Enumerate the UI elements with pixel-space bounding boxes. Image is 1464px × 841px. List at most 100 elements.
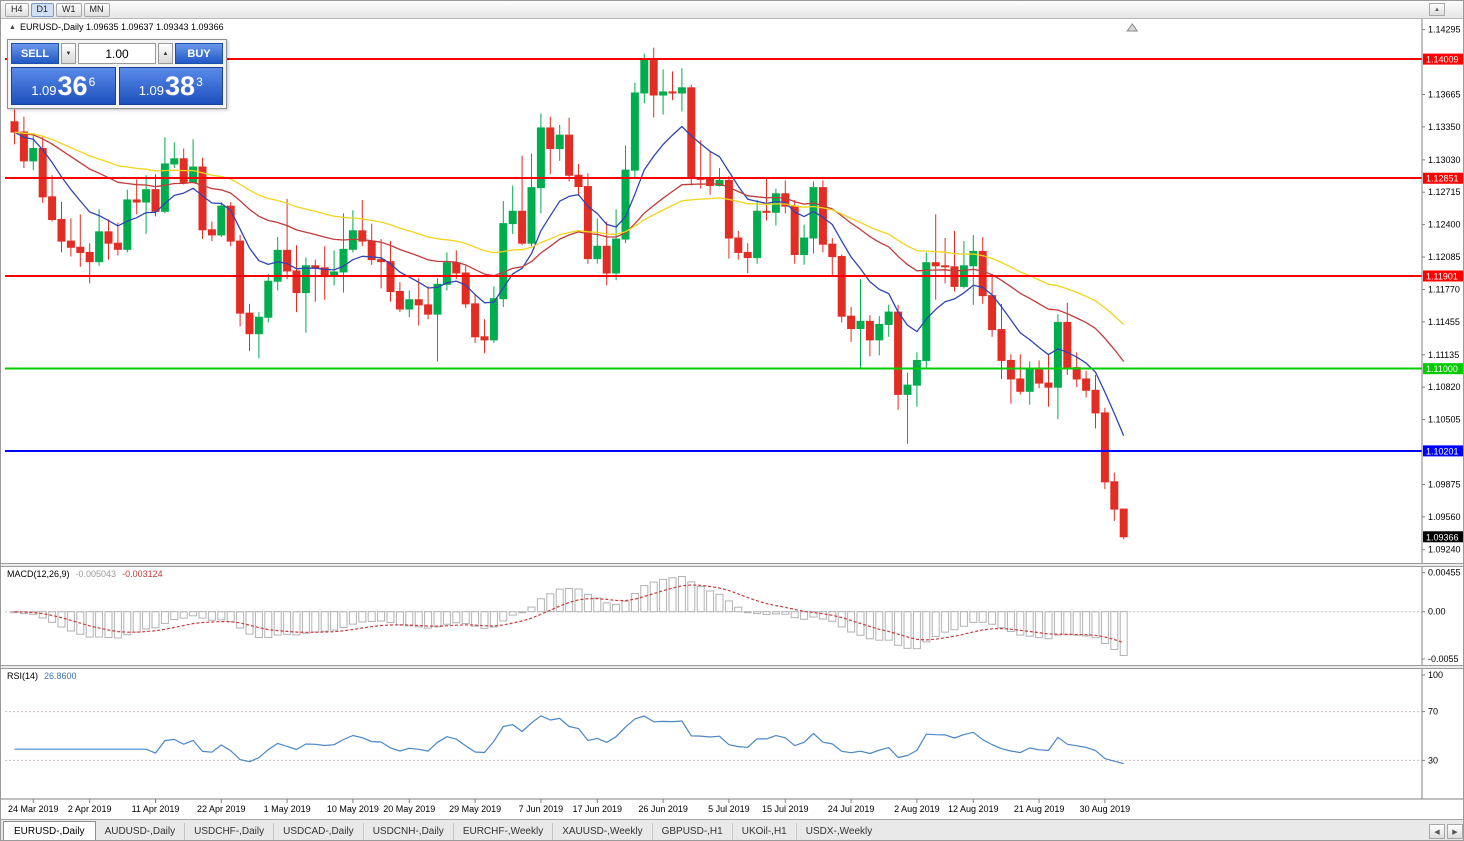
- svg-text:1.10201: 1.10201: [1426, 446, 1459, 456]
- sell-price-pips: 36: [57, 71, 88, 101]
- buy-price-frac: 3: [196, 75, 203, 89]
- sell-price-display[interactable]: 1.09366: [11, 67, 116, 105]
- rsi-value: 26.8600: [44, 671, 77, 681]
- svg-text:29 May 2019: 29 May 2019: [449, 804, 501, 814]
- macd-label: MACD(12,26,9): [7, 569, 70, 579]
- svg-text:1 May 2019: 1 May 2019: [264, 804, 311, 814]
- up-triangle-icon: ▲: [1434, 6, 1440, 13]
- left-arrow-icon: ◀: [1434, 828, 1440, 836]
- svg-text:20 May 2019: 20 May 2019: [383, 804, 435, 814]
- buy-price-pips: 38: [165, 71, 196, 101]
- svg-text:-0.0055: -0.0055: [1428, 654, 1459, 664]
- toolbar-scroll-up-button[interactable]: ▲: [1429, 3, 1445, 16]
- svg-text:1.11770: 1.11770: [1428, 284, 1460, 294]
- svg-text:1.13030: 1.13030: [1428, 155, 1461, 165]
- svg-text:30: 30: [1428, 755, 1438, 765]
- tabs-scroll-right-button[interactable]: ▶: [1447, 824, 1463, 839]
- svg-text:1.09366: 1.09366: [1426, 532, 1459, 542]
- svg-text:30 Aug 2019: 30 Aug 2019: [1080, 804, 1131, 814]
- tab-ukoil-h1[interactable]: UKOil-,H1: [731, 823, 796, 840]
- svg-text:1.11901: 1.11901: [1426, 271, 1458, 281]
- chart-tabs: EURUSD-,Daily AUDUSD-,Daily USDCHF-,Daily U…: [3, 820, 882, 840]
- tab-usdcnh-daily[interactable]: USDCNH-,Daily: [362, 823, 453, 840]
- svg-text:1.13350: 1.13350: [1428, 122, 1461, 132]
- svg-text:1.12085: 1.12085: [1428, 252, 1461, 262]
- right-arrow-icon: ▶: [1452, 828, 1458, 836]
- tab-usdx-weekly[interactable]: USDX-,Weekly: [795, 823, 882, 840]
- volume-decrease-button[interactable]: ▼: [61, 43, 76, 64]
- svg-text:70: 70: [1428, 707, 1438, 717]
- svg-text:1.11135: 1.11135: [1428, 350, 1459, 360]
- svg-text:5 Jul 2019: 5 Jul 2019: [708, 804, 750, 814]
- volume-increase-button[interactable]: ▲: [158, 43, 173, 64]
- svg-text:26 Jun 2019: 26 Jun 2019: [638, 804, 688, 814]
- macd-header: MACD(12,26,9) -0.005043 -0.003124: [7, 569, 163, 579]
- svg-text:17 Jun 2019: 17 Jun 2019: [573, 804, 623, 814]
- svg-text:1.14009: 1.14009: [1426, 55, 1459, 65]
- svg-text:1.09240: 1.09240: [1428, 545, 1461, 555]
- svg-text:1.09560: 1.09560: [1428, 512, 1461, 522]
- buy-button[interactable]: BUY: [175, 43, 223, 64]
- macd-value-main: -0.005043: [75, 569, 117, 579]
- top-toolbar: H4 D1 W1 MN ▲: [1, 1, 1463, 19]
- svg-text:1.12715: 1.12715: [1428, 187, 1461, 197]
- chart-window[interactable]: 1.14295 1.13665 1.13350 1.13030 1.12715 1.124…: [1, 19, 1464, 819]
- timeframe-h4-button[interactable]: H4: [5, 2, 29, 17]
- svg-text:24 Jul 2019: 24 Jul 2019: [828, 804, 875, 814]
- svg-text:0.00455: 0.00455: [1428, 568, 1461, 578]
- svg-text:0.00: 0.00: [1428, 607, 1446, 617]
- buy-price-base: 1.09: [138, 83, 165, 98]
- buy-price-display[interactable]: 1.09383: [118, 67, 223, 105]
- tab-nav: ◀ ▶: [1429, 824, 1463, 839]
- timeframe-d1-button[interactable]: D1: [30, 2, 55, 17]
- svg-text:1.09875: 1.09875: [1428, 479, 1461, 489]
- svg-text:2 Aug 2019: 2 Aug 2019: [894, 804, 940, 814]
- svg-text:7 Jun 2019: 7 Jun 2019: [519, 804, 564, 814]
- tabs-scroll-left-button[interactable]: ◀: [1429, 824, 1445, 839]
- svg-text:1.10505: 1.10505: [1428, 415, 1461, 425]
- sell-price-frac: 6: [88, 75, 96, 89]
- svg-text:2 Apr 2019: 2 Apr 2019: [68, 804, 112, 814]
- rsi-label: RSI(14): [7, 671, 39, 681]
- timeframe-buttons: H4 D1 W1 MN: [5, 2, 110, 17]
- rsi-header: RSI(14) 26.8600: [7, 671, 77, 681]
- svg-text:1.10820: 1.10820: [1428, 382, 1461, 392]
- symbol-ohlc-text: EURUSD-,Daily 1.09635 1.09637 1.09343 1.…: [19, 22, 224, 32]
- tab-gbpusd-h1[interactable]: GBPUSD-,H1: [651, 823, 732, 840]
- tab-audusd-daily[interactable]: AUDUSD-,Daily: [104, 826, 176, 837]
- svg-text:12 Aug 2019: 12 Aug 2019: [948, 804, 999, 814]
- tab-eurchf-weekly[interactable]: EURCHF-,Weekly: [452, 823, 552, 840]
- svg-text:15 Jul 2019: 15 Jul 2019: [762, 804, 809, 814]
- svg-text:1.12851: 1.12851: [1426, 174, 1459, 184]
- chart-tab-bar: EURUSD-,Daily AUDUSD-,Daily USDCHF-,Daily U…: [1, 819, 1463, 840]
- svg-text:24 Mar 2019: 24 Mar 2019: [8, 804, 59, 814]
- sell-button[interactable]: SELL: [11, 43, 59, 64]
- chart-info-line: ▲ EURUSD-,Daily 1.09635 1.09637 1.09343 …: [9, 22, 224, 32]
- tab-usdchf-daily[interactable]: USDCHF-,Daily: [184, 823, 273, 840]
- svg-text:11 Apr 2019: 11 Apr 2019: [132, 804, 180, 814]
- tab-usdcad-daily[interactable]: USDCAD-,Daily: [273, 823, 363, 840]
- up-triangle-icon: ▲: [162, 50, 169, 57]
- svg-text:1.11000: 1.11000: [1426, 364, 1458, 374]
- tab-xauusd-weekly[interactable]: XAUUSD-,Weekly: [552, 823, 651, 840]
- panel-splitter-rsi[interactable]: [1, 665, 1463, 669]
- price-chart-canvas[interactable]: 1.14295 1.13665 1.13350 1.13030 1.12715 1.124…: [1, 19, 1464, 819]
- volume-input[interactable]: [78, 43, 156, 64]
- svg-text:21 Aug 2019: 21 Aug 2019: [1014, 804, 1065, 814]
- svg-text:100: 100: [1428, 670, 1443, 680]
- sell-price-base: 1.09: [31, 83, 57, 98]
- macd-value-signal: -0.003124: [122, 569, 163, 579]
- collapse-panel-icon[interactable]: ▲: [9, 23, 16, 31]
- svg-text:10 May 2019: 10 May 2019: [327, 804, 379, 814]
- timeframe-mn-button[interactable]: MN: [83, 2, 110, 17]
- one-click-trading-panel: SELL ▼ ▲ BUY 1.09366 1.09383: [7, 39, 227, 109]
- panel-splitter-macd[interactable]: [1, 563, 1463, 567]
- svg-text:1.12400: 1.12400: [1428, 220, 1461, 230]
- tab-eurusd-daily[interactable]: EURUSD-,Daily: [3, 821, 96, 840]
- timeframe-w1-button[interactable]: W1: [56, 2, 82, 17]
- svg-text:1.14295: 1.14295: [1428, 25, 1461, 35]
- svg-text:22 Apr 2019: 22 Apr 2019: [197, 804, 246, 814]
- down-triangle-icon: ▼: [65, 50, 72, 57]
- svg-text:1.11455: 1.11455: [1428, 317, 1460, 327]
